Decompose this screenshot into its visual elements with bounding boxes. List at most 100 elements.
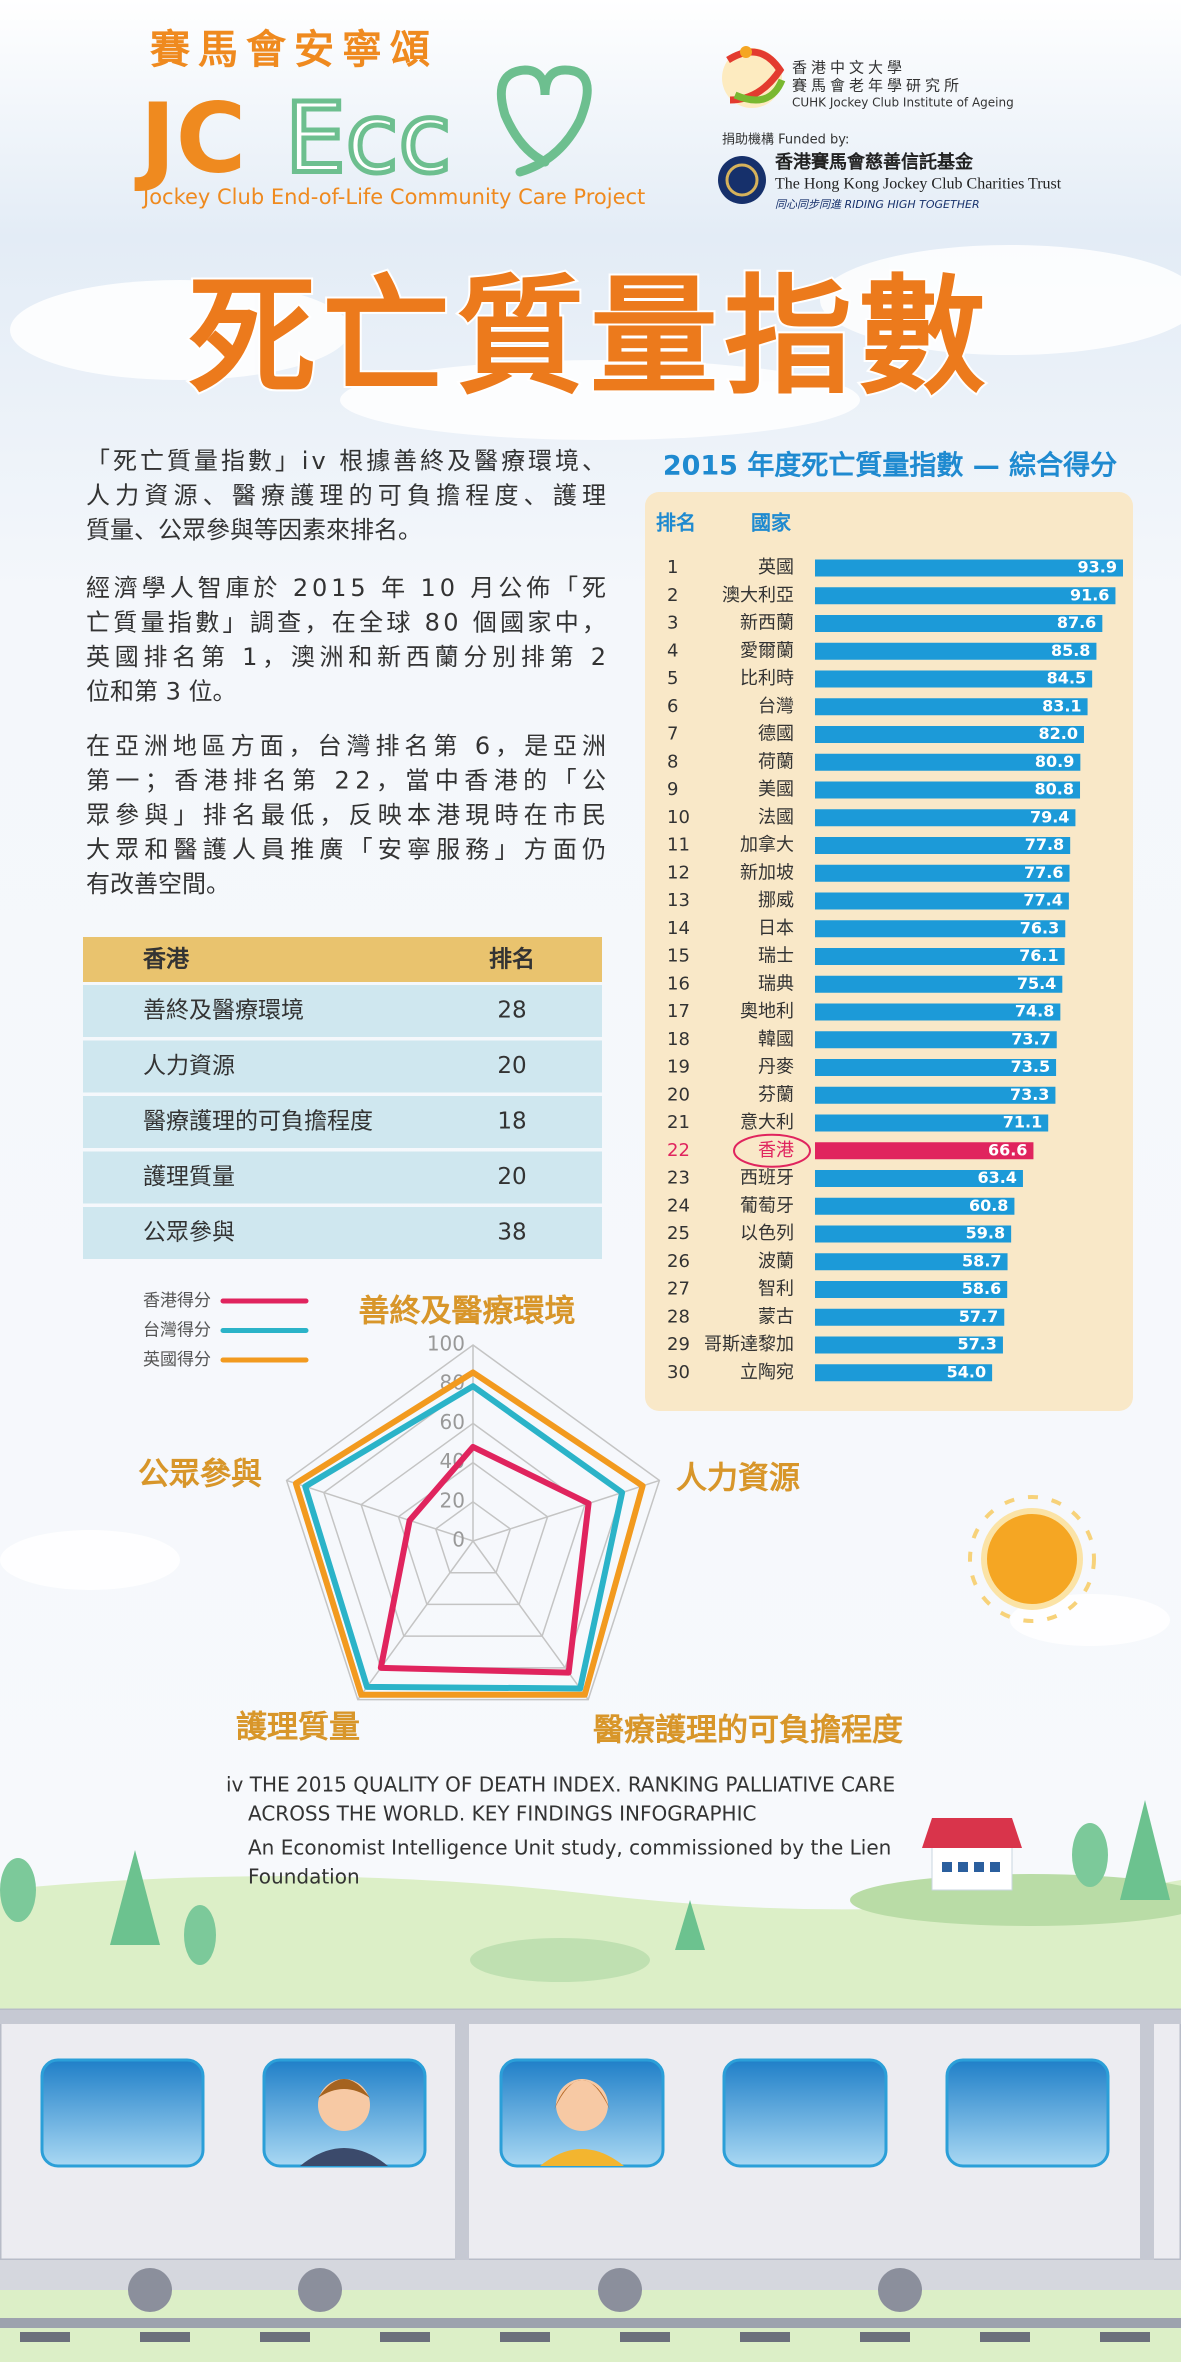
bar [815,642,1097,660]
rank-label: 7 [667,724,678,745]
bar [815,1086,1056,1104]
axis-label: 公眾參與 [138,1457,262,1493]
country-label: 香港 [758,1140,794,1161]
value-label: 93.9 [1078,558,1117,577]
hkjc-chinese: 香港賽馬會慈善信託基金 [774,151,974,173]
table-cell: 18 [497,1109,526,1135]
table-cell: 38 [497,1220,526,1246]
bar [815,809,1076,827]
bar [815,948,1065,965]
value-label: 84.5 [1047,669,1086,688]
logo-chinese: 賽馬會安寧頌 [150,27,438,73]
logo-heart [496,65,592,177]
table-row-bg [83,1040,602,1093]
chart-title: 2015 年度死亡質量指數 — 綜合得分 [663,450,1117,482]
highlight-ring [733,1133,811,1168]
value-label: 77.4 [1023,891,1062,910]
table-cell: 20 [497,1164,526,1190]
rank-label: 19 [667,1057,690,1078]
bar [815,587,1116,605]
legend-label: 英國得分 [143,1350,211,1370]
country-label: 新加坡 [740,862,794,883]
table-row-bg [83,1151,602,1204]
intro-line: 「死亡質量指數」iv 根據善終及醫療環境、 [86,447,606,475]
value-label: 83.1 [1042,696,1081,715]
grid-ring [285,1344,661,1701]
rank-label: 18 [667,1029,690,1050]
rank-label: 25 [667,1223,690,1244]
bar [815,753,1081,771]
value-label: 73.5 [1011,1057,1050,1076]
country-label: 丹麥 [758,1057,794,1078]
bar [815,670,1093,688]
value-label: 59.8 [966,1224,1005,1243]
country-label: 波蘭 [758,1251,794,1272]
grid-ring [397,1461,549,1606]
bar [815,1336,1003,1354]
value-label: 76.3 [1020,918,1059,937]
bar [815,726,1084,743]
country-label: 台灣 [758,696,794,717]
intro-line: 質量、公眾參與等因素來排名。 [86,516,422,544]
rank-label: 6 [667,696,678,717]
bar [815,975,1063,993]
value-label: 76.1 [1019,946,1058,965]
value-label: 71.1 [1003,1113,1042,1132]
country-label: 澳大利亞 [722,585,794,606]
scenery [0,1800,1181,2362]
bar [815,559,1123,577]
value-label: 77.8 [1025,835,1064,854]
rank-label: 1 [667,557,678,578]
value-label: 73.3 [1010,1085,1049,1104]
value-label: 63.4 [977,1168,1016,1187]
rank-label: 20 [667,1084,690,1105]
value-label: 75.4 [1017,974,1056,993]
country-label: 瑞典 [758,973,794,994]
bar [815,698,1088,716]
country-label: 韓國 [758,1029,794,1050]
rank-label: 24 [667,1195,690,1216]
value-label: 73.7 [1011,1029,1050,1048]
bar [815,781,1081,799]
legend-label: 香港得分 [143,1291,211,1311]
value-label: 54.0 [947,1362,986,1381]
cuhk-text: 賽馬會老年學研究所 [792,77,963,95]
bar [815,837,1071,854]
country-label: 葡萄牙 [740,1195,794,1216]
country-label: 比利時 [740,668,794,689]
bar [815,1281,1008,1298]
column-header: 國家 [751,511,792,535]
country-label: 瑞士 [758,946,794,967]
table-cell: 人力資源 [143,1053,235,1079]
footnote: iv THE 2015 QUALITY OF DEATH INDEX. RANK… [226,1773,895,1797]
table-cell: 28 [497,998,526,1024]
country-label: 意大利 [740,1112,794,1133]
value-label: 58.6 [962,1279,1001,1298]
value-label: 85.8 [1051,641,1090,660]
value-label: 66.6 [988,1140,1027,1159]
rank-label: 26 [667,1251,690,1272]
rank-label: 5 [667,668,678,689]
bar [815,1253,1008,1271]
bar [815,1197,1015,1215]
rank-label: 23 [667,1168,690,1189]
radar-series [292,1369,646,1698]
radial-tick-label: 100 [427,1332,465,1356]
rank-label: 8 [667,751,678,772]
country-label: 日本 [758,918,794,939]
intro-line: 有改善空間。 [86,870,230,898]
spoke [286,1479,474,1542]
country-label: 哥斯達黎加 [704,1334,794,1355]
table-cell: 醫療護理的可負擔程度 [143,1109,373,1135]
hkjc-english: The Hong Kong Jockey Club Charities Trus… [775,176,1062,193]
value-label: 57.7 [959,1307,998,1326]
cuhk-text: CUHK Jockey Club Institute of Ageing [792,96,1014,110]
rank-label: 22 [667,1140,690,1161]
main-title: 死亡質量指數 [188,263,992,412]
bar [815,1059,1057,1076]
table-cell: 護理質量 [143,1164,235,1190]
intro-line: 第一；香港排名第 22，當中香港的「公 [86,767,606,795]
rank-label: 3 [667,613,678,634]
country-label: 智利 [758,1279,794,1300]
intro-line: 在亞洲地區方面，台灣排名第 6，是亞洲 [86,732,606,760]
